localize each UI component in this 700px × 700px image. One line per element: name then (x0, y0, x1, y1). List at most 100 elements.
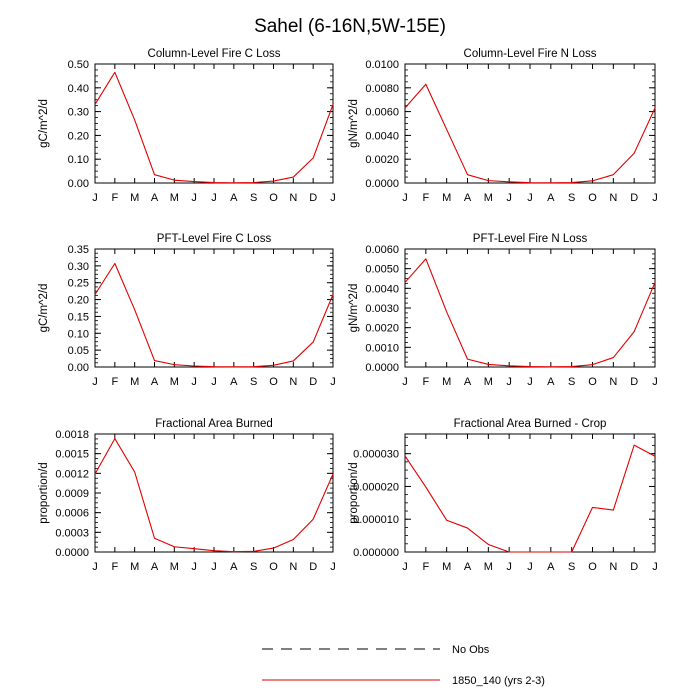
x-tick-label: S (250, 192, 257, 204)
x-tick-label: S (250, 561, 257, 573)
y-tick-label: 0.0060 (365, 107, 399, 119)
x-tick-label: M (130, 561, 139, 573)
x-tick-label: J (92, 376, 98, 388)
y-tick-label: 0.000000 (353, 547, 399, 559)
y-tick-label: 0.0020 (365, 323, 399, 335)
y-tick-label: 0.0020 (365, 154, 399, 166)
y-tick-label: 0.0012 (55, 468, 89, 480)
x-tick-label: A (151, 192, 159, 204)
panel-title: PFT-Level Fire N Loss (473, 233, 588, 245)
y-tick-label: 0.0040 (365, 130, 399, 142)
x-tick-label: A (151, 376, 159, 388)
y-axis-label: gC/m^2/d (38, 284, 50, 333)
x-tick-label: J (506, 561, 512, 573)
y-axis-label: proportion/d (38, 462, 50, 523)
x-tick-label: A (464, 192, 472, 204)
y-axis-label: gN/m^2/d (348, 99, 360, 148)
x-tick-label: M (442, 561, 451, 573)
x-tick-label: N (289, 192, 297, 204)
x-tick-label: J (527, 561, 533, 573)
x-tick-label: J (527, 192, 533, 204)
x-tick-label: S (568, 561, 575, 573)
y-tick-label: 0.0050 (365, 264, 399, 276)
y-tick-label: 0.50 (68, 59, 89, 71)
legend-label-1850-140: 1850_140 (yrs 2-3) (452, 675, 545, 687)
x-tick-label: F (111, 561, 118, 573)
y-tick-label: 0.20 (68, 295, 89, 307)
y-tick-label: 0.05 (68, 345, 89, 357)
x-tick-label: J (211, 192, 217, 204)
x-tick-label: N (289, 561, 297, 573)
panel-title: Column-Level Fire C Loss (148, 48, 281, 60)
y-tick-label: 0.000030 (353, 449, 399, 461)
y-tick-label: 0.10 (68, 328, 89, 340)
y-tick-label: 0.20 (68, 130, 89, 142)
x-tick-label: D (309, 376, 317, 388)
x-tick-label: D (630, 376, 638, 388)
x-tick-label: J (330, 561, 336, 573)
series-line-1 (94, 438, 334, 553)
plot-frame (94, 433, 334, 553)
x-tick-label: F (422, 192, 429, 204)
y-tick-label: 0.000010 (353, 514, 399, 526)
x-tick-label: D (630, 561, 638, 573)
y-axis-label: gN/m^2/d (348, 284, 360, 333)
x-tick-label: J (330, 192, 336, 204)
x-tick-label: J (652, 376, 658, 388)
x-tick-label: O (588, 192, 597, 204)
plot-frame (94, 63, 334, 184)
x-tick-label: J (92, 561, 98, 573)
x-tick-label: A (151, 561, 159, 573)
y-tick-label: 0.0100 (365, 59, 399, 71)
x-tick-label: J (92, 192, 98, 204)
y-tick-label: 0.0030 (365, 303, 399, 315)
x-tick-label: M (170, 561, 179, 573)
x-tick-label: O (269, 192, 278, 204)
y-tick-label: 0.15 (68, 311, 89, 323)
y-tick-label: 0.0003 (55, 527, 89, 539)
x-tick-label: M (442, 192, 451, 204)
x-tick-label: J (402, 192, 408, 204)
plot-frame (404, 248, 656, 368)
x-tick-label: N (609, 376, 617, 388)
panel-title: Column-Level Fire N Loss (464, 48, 597, 60)
series-line-1 (94, 71, 334, 184)
x-tick-label: S (250, 376, 257, 388)
x-tick-label: M (130, 192, 139, 204)
x-tick-label: A (547, 376, 555, 388)
x-tick-label: J (211, 561, 217, 573)
x-tick-label: J (191, 376, 197, 388)
x-tick-label: J (402, 561, 408, 573)
y-tick-label: 0.25 (68, 278, 89, 290)
y-tick-label: 0.0080 (365, 83, 399, 95)
y-tick-label: 0.0060 (365, 244, 399, 256)
x-tick-label: J (527, 376, 533, 388)
x-tick-label: J (506, 192, 512, 204)
x-tick-label: M (484, 192, 493, 204)
y-tick-label: 0.10 (68, 154, 89, 166)
y-tick-label: 0.00 (68, 178, 89, 190)
x-tick-label: J (506, 376, 512, 388)
x-tick-label: F (111, 192, 118, 204)
series-line-1 (404, 83, 656, 184)
y-tick-label: 0.0015 (55, 449, 89, 461)
x-tick-label: M (442, 376, 451, 388)
x-tick-label: J (211, 376, 217, 388)
y-tick-label: 0.40 (68, 83, 89, 95)
y-tick-label: 0.0009 (55, 488, 89, 500)
x-tick-label: J (330, 376, 336, 388)
x-tick-label: A (464, 561, 472, 573)
y-tick-label: 0.00 (68, 362, 89, 374)
x-tick-label: M (170, 192, 179, 204)
y-tick-label: 0.000020 (353, 481, 399, 493)
y-tick-label: 0.30 (68, 261, 89, 273)
figure-title: Sahel (6-16N,5W-15E) (254, 16, 446, 37)
y-tick-label: 0.35 (68, 244, 89, 256)
plot-frame (404, 63, 656, 184)
x-tick-label: A (230, 561, 238, 573)
